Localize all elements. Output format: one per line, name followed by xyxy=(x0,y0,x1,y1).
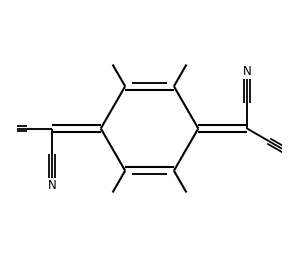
Text: N: N xyxy=(48,179,57,192)
Text: N: N xyxy=(292,150,293,163)
Text: N: N xyxy=(243,65,251,78)
